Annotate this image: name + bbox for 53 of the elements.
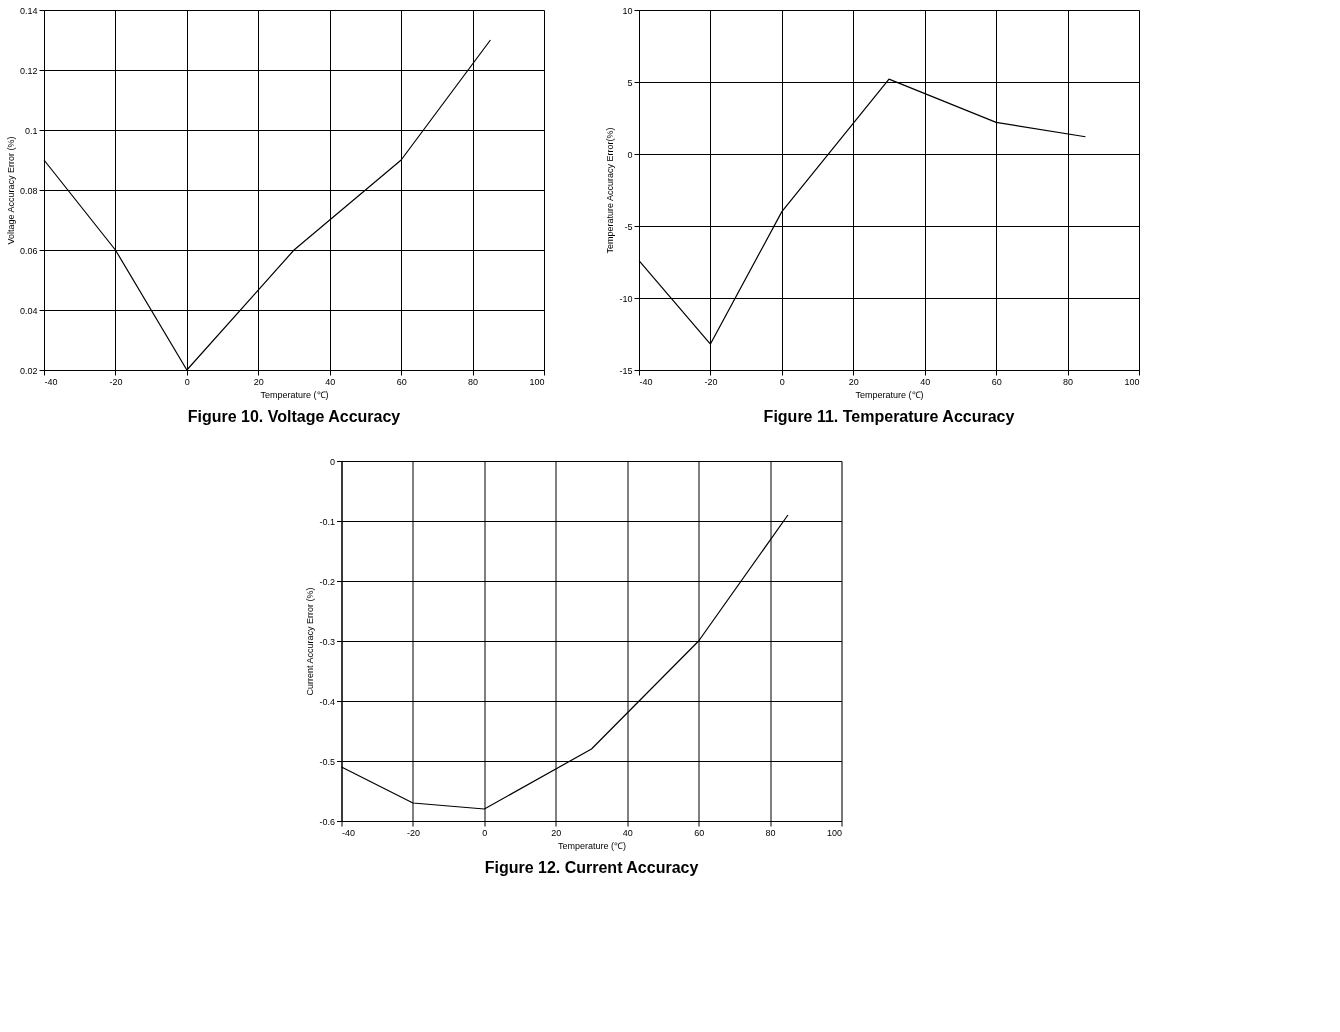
y-axis-title: Voltage Accuracy Error (%) [5, 136, 16, 245]
y-axis-title: Current Accuracy Error (%) [305, 587, 316, 696]
x-axis-title: Temperature (℃) [855, 389, 924, 400]
y-tick-label: -15 [619, 365, 633, 376]
x-tick-label: 80 [1063, 376, 1074, 387]
x-tick-label: 20 [551, 827, 562, 838]
y-tick-label: 0.14 [19, 5, 38, 16]
x-tick-label: 40 [920, 376, 931, 387]
x-tick-label: 100 [1124, 376, 1140, 387]
y-axis-title: Temperature Accuracy Error(%) [605, 127, 616, 254]
x-tick-label: -20 [109, 376, 123, 387]
x-tick-label: 80 [765, 827, 776, 838]
text: Figure 10. Voltage Accuracy [187, 408, 401, 425]
x-axis-title: Temperature (℃) [260, 389, 329, 400]
x-tick-label: 60 [991, 376, 1002, 387]
x-tick-label: 60 [396, 376, 407, 387]
x-tick-label: 40 [622, 827, 633, 838]
x-tick-label: 100 [529, 376, 545, 387]
x-tick-label: 80 [468, 376, 479, 387]
text: Figure 12. Current Accuracy [484, 859, 699, 876]
x-tick-label: 0 [184, 376, 190, 387]
x-tick-label: 20 [848, 376, 859, 387]
y-tick-label: -0.6 [319, 816, 335, 827]
x-tick-label: -20 [406, 827, 420, 838]
y-tick-label: -0.2 [319, 576, 335, 587]
y-tick-label: 0.06 [19, 245, 38, 256]
x-tick-label: 100 [826, 827, 842, 838]
x-tick-label: 40 [325, 376, 336, 387]
x-tick-label: 20 [253, 376, 264, 387]
y-tick-label: 0.08 [19, 185, 38, 196]
y-tick-label: 0.1 [24, 125, 38, 136]
x-tick-label: -40 [639, 376, 653, 387]
x-tick-label: 60 [694, 827, 705, 838]
y-tick-label: 0.02 [19, 365, 38, 376]
x-tick-label: -20 [704, 376, 718, 387]
x-tick-label: 0 [779, 376, 785, 387]
y-tick-label: -10 [619, 293, 633, 304]
y-tick-label: -5 [624, 221, 633, 232]
y-tick-label: -0.3 [319, 636, 335, 647]
x-tick-label: -40 [342, 827, 356, 838]
text: Figure 11. Temperature Accuracy [763, 408, 1015, 425]
x-tick-label: 0 [482, 827, 488, 838]
y-tick-label: -0.1 [319, 516, 335, 527]
y-tick-label: 5 [627, 77, 633, 88]
y-tick-label: -0.5 [319, 756, 335, 767]
y-tick-label: 0 [329, 456, 335, 467]
x-axis-title: Temperature (℃) [557, 840, 627, 851]
y-tick-label: 0.12 [19, 65, 38, 76]
y-tick-label: -0.4 [319, 696, 335, 707]
y-tick-label: 10 [622, 5, 633, 16]
y-tick-label: 0 [627, 149, 633, 160]
y-tick-label: 0.04 [19, 305, 38, 316]
x-tick-label: -40 [44, 376, 58, 387]
